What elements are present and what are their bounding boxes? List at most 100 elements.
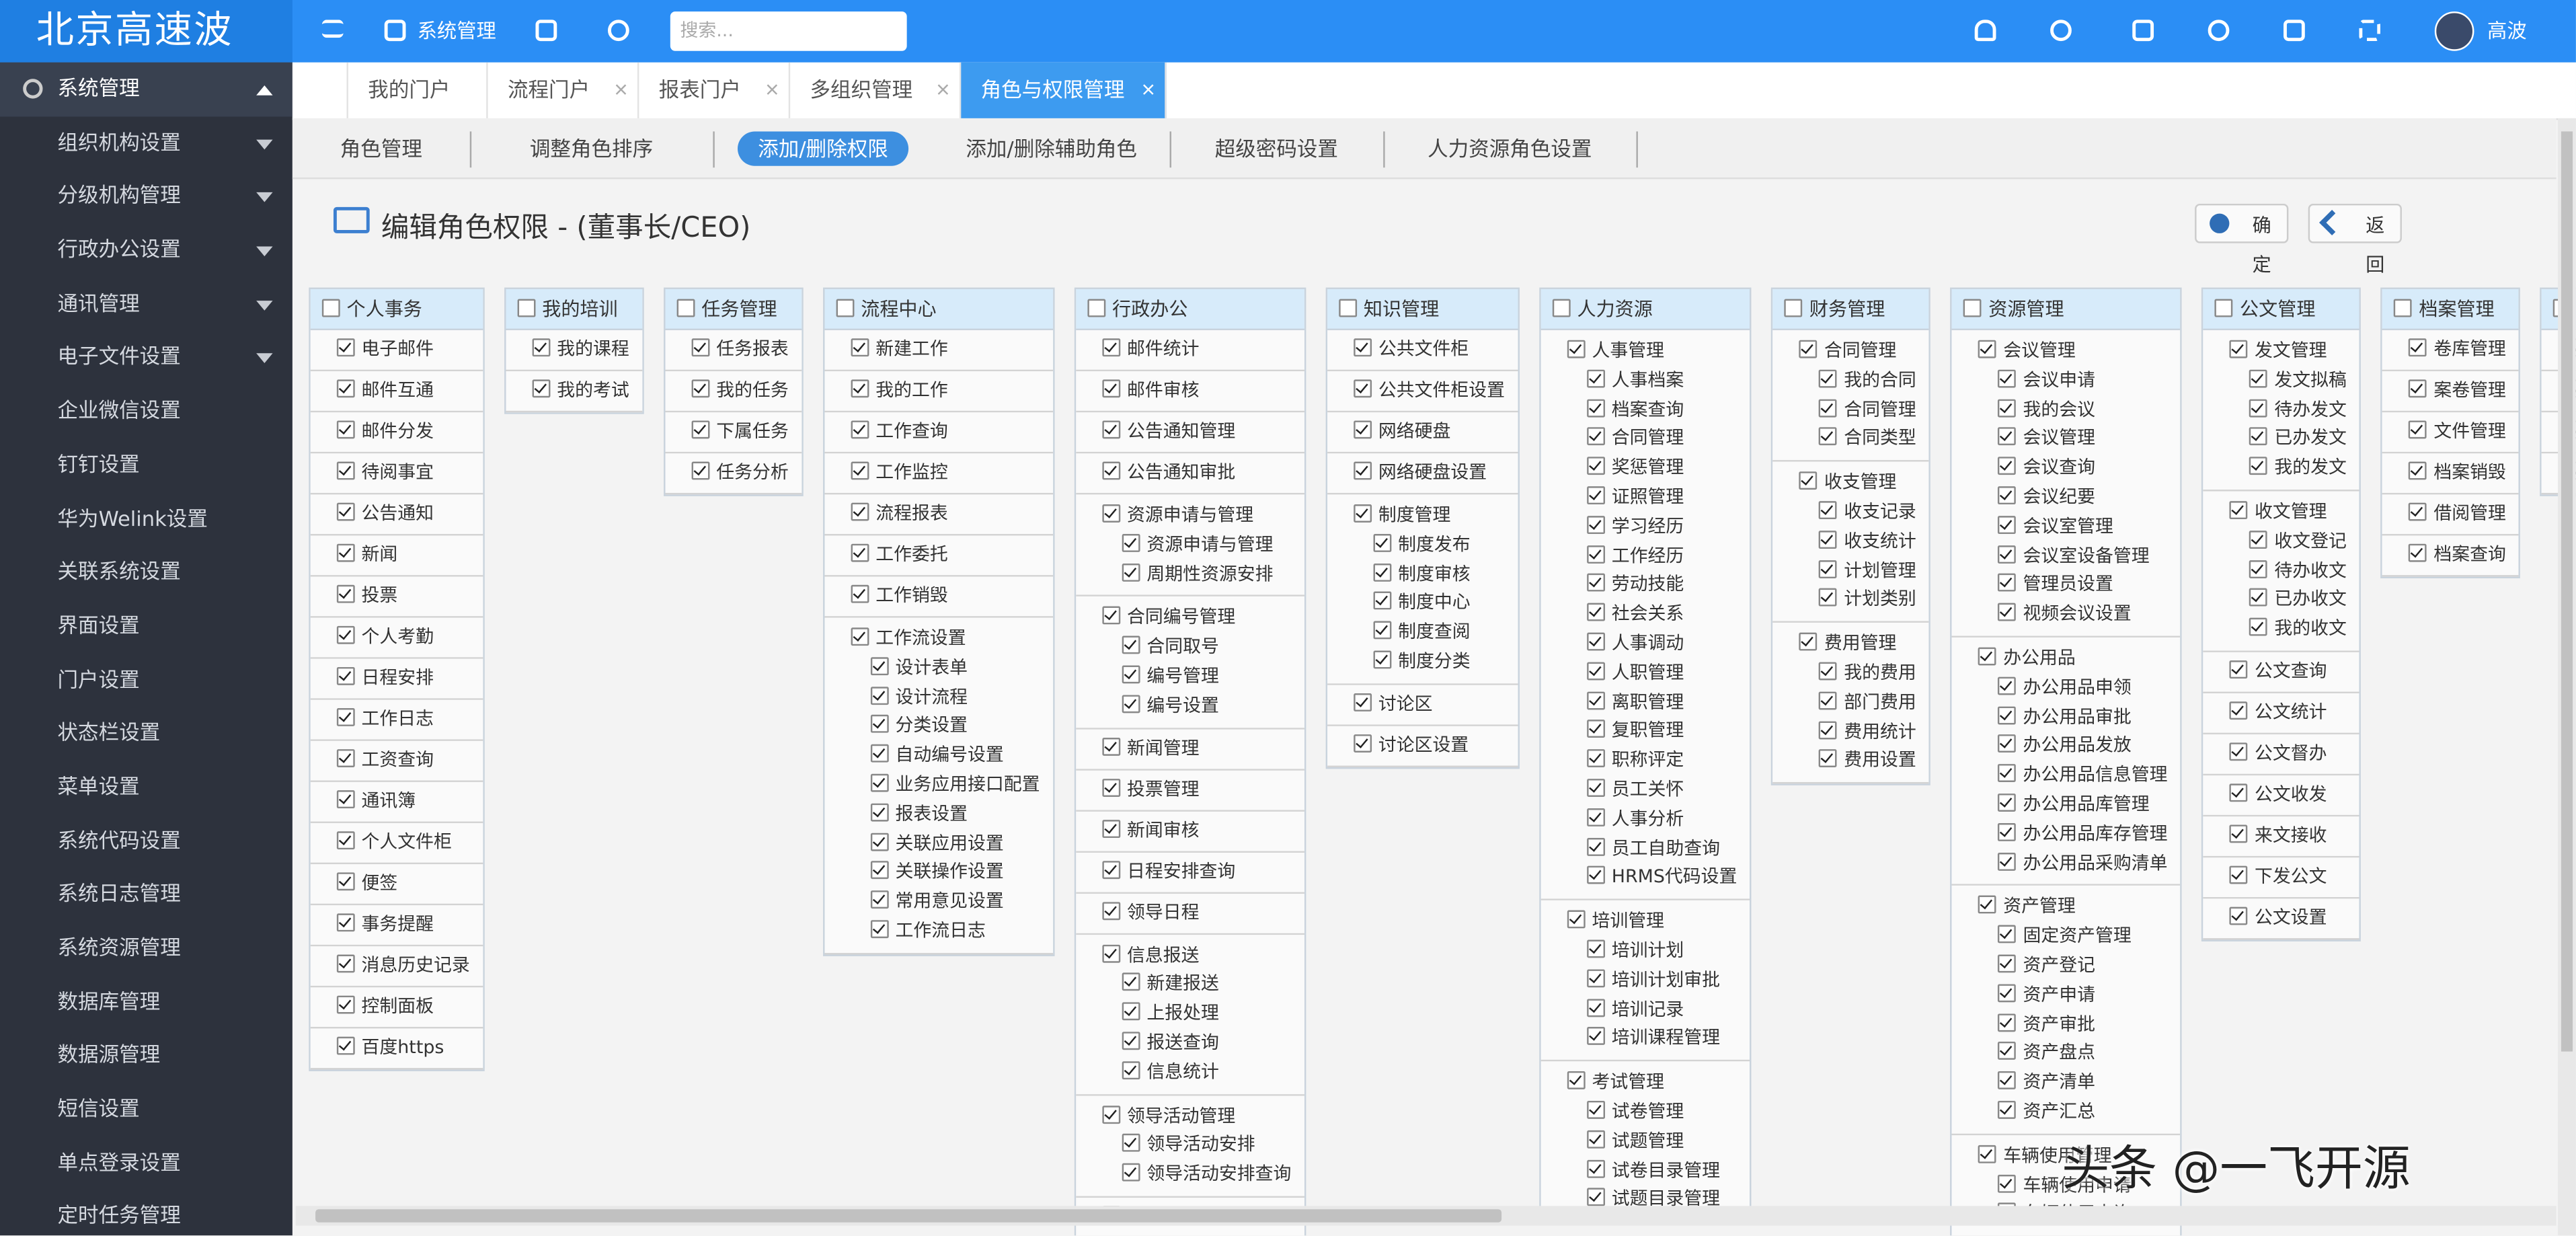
checkbox[interactable] (1963, 299, 1982, 317)
checkbox[interactable] (851, 420, 869, 439)
checkbox[interactable] (1819, 691, 1838, 709)
checkbox[interactable] (336, 461, 355, 480)
checkbox[interactable] (2230, 783, 2249, 802)
checkbox[interactable] (1587, 837, 1606, 855)
checkbox[interactable] (1102, 379, 1121, 398)
checkbox[interactable] (1978, 896, 1997, 915)
checkbox[interactable] (870, 920, 889, 938)
checkbox[interactable] (2249, 530, 2268, 549)
checkbox[interactable] (691, 379, 710, 398)
checkbox[interactable] (1998, 1100, 2017, 1119)
checkbox[interactable] (1819, 559, 1838, 578)
refresh-icon[interactable] (607, 20, 629, 42)
checkbox[interactable] (1587, 398, 1606, 417)
checkbox[interactable] (1998, 1042, 2017, 1060)
checkbox[interactable] (336, 420, 355, 439)
checkbox[interactable] (1998, 428, 2017, 447)
checkbox[interactable] (851, 627, 869, 646)
checkbox[interactable] (1587, 574, 1606, 592)
checkbox[interactable] (1102, 943, 1121, 962)
checkbox[interactable] (1819, 720, 1838, 739)
checkbox[interactable] (1978, 647, 1997, 666)
checkbox[interactable] (1354, 338, 1372, 357)
checkbox[interactable] (2409, 420, 2427, 439)
checkbox[interactable] (2409, 338, 2427, 357)
checkbox[interactable] (1587, 1188, 1606, 1207)
checkbox[interactable] (691, 420, 710, 439)
checkbox[interactable] (1102, 901, 1121, 920)
checkbox[interactable] (336, 584, 355, 603)
checkbox[interactable] (1102, 1105, 1121, 1124)
bell-icon[interactable] (1974, 20, 1996, 42)
sidebar-item[interactable]: 组织机构设置 (0, 116, 292, 170)
checkbox[interactable] (870, 890, 889, 909)
cube-icon[interactable] (535, 20, 557, 42)
checkbox[interactable] (532, 379, 551, 398)
checkbox[interactable] (1102, 607, 1121, 625)
checkbox[interactable] (1102, 420, 1121, 439)
checkbox[interactable] (1122, 694, 1140, 713)
checkbox[interactable] (1998, 954, 2017, 973)
checkbox[interactable] (336, 872, 355, 891)
checkbox[interactable] (1122, 1060, 1140, 1079)
sidebar-item[interactable]: 门户设置 (0, 653, 292, 707)
checkbox[interactable] (1102, 819, 1121, 838)
checkbox[interactable] (2249, 457, 2268, 475)
checkbox[interactable] (851, 584, 869, 603)
checkbox[interactable] (1122, 1163, 1140, 1182)
sub-tab[interactable]: 人力资源角色设置 (1383, 131, 1638, 168)
sidebar-item[interactable]: 系统日志管理 (0, 868, 292, 922)
checkbox[interactable] (870, 686, 889, 705)
checkbox[interactable] (1587, 968, 1606, 987)
sidebar-item[interactable]: 关联系统设置 (0, 546, 292, 600)
checkbox[interactable] (1998, 851, 2017, 870)
checkbox[interactable] (870, 715, 889, 734)
checkbox[interactable] (1587, 866, 1606, 885)
checkbox[interactable] (1819, 501, 1838, 520)
checkbox[interactable] (336, 625, 355, 644)
checkbox[interactable] (851, 461, 869, 480)
checkbox[interactable] (1998, 822, 2017, 841)
checkbox[interactable] (1122, 1002, 1140, 1021)
checkbox[interactable] (1978, 340, 1997, 358)
checkbox[interactable] (1373, 592, 1392, 611)
checkbox[interactable] (1998, 369, 2017, 388)
checkbox[interactable] (1785, 299, 1803, 317)
checkbox[interactable] (2215, 299, 2234, 317)
checkbox[interactable] (1122, 1032, 1140, 1050)
checkbox[interactable] (1354, 693, 1372, 711)
search-box[interactable]: 搜索... (670, 11, 907, 51)
sidebar-item[interactable]: 状态栏设置 (0, 707, 292, 761)
checkbox[interactable] (1373, 621, 1392, 640)
sub-tab[interactable]: 添加/删除辅助角色 (933, 131, 1172, 168)
v-scroll-thumb[interactable] (2561, 131, 2573, 1052)
checkbox[interactable] (836, 299, 855, 317)
layers-icon[interactable] (2284, 20, 2305, 42)
checkbox[interactable] (1122, 973, 1140, 992)
checkbox[interactable] (336, 995, 355, 1014)
checkbox[interactable] (1819, 749, 1838, 768)
checkbox[interactable] (1567, 1071, 1586, 1090)
checkbox[interactable] (1819, 530, 1838, 549)
checkbox[interactable] (851, 502, 869, 521)
checkbox[interactable] (1567, 910, 1586, 929)
tab[interactable]: 角色与权限管理 (961, 62, 1167, 118)
checkbox[interactable] (691, 338, 710, 357)
checkbox[interactable] (2249, 618, 2268, 636)
checkbox[interactable] (2409, 543, 2427, 562)
checkbox[interactable] (1998, 793, 2017, 812)
checkbox[interactable] (870, 656, 889, 675)
sidebar-item[interactable]: 分级机构管理 (0, 170, 292, 224)
checkbox[interactable] (2394, 299, 2413, 317)
checkbox[interactable] (1102, 860, 1121, 879)
user-name[interactable]: 高波 (2487, 20, 2527, 43)
checkbox[interactable] (321, 299, 340, 317)
checkbox[interactable] (1354, 734, 1372, 752)
checkbox[interactable] (1102, 504, 1121, 523)
sidebar-item[interactable]: 企业微信设置 (0, 385, 292, 438)
checkbox[interactable] (1819, 662, 1838, 681)
checkbox[interactable] (2230, 701, 2249, 720)
checkbox[interactable] (1373, 533, 1392, 552)
checkbox[interactable] (1819, 428, 1838, 447)
checkbox[interactable] (2230, 742, 2249, 761)
